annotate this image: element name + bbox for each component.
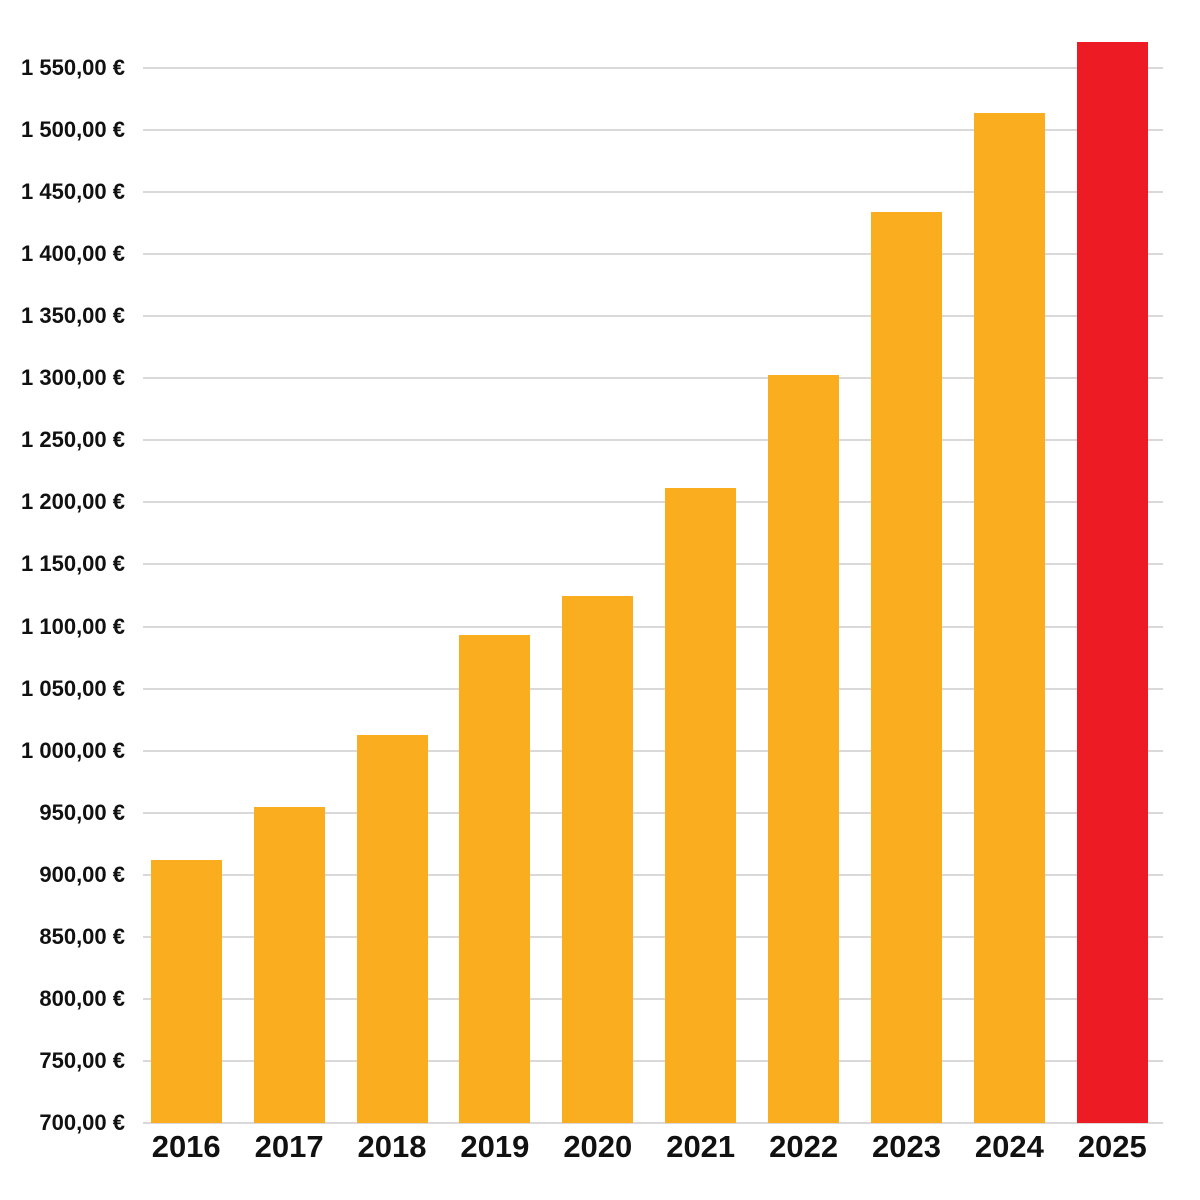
x-axis-tick-label: 2016: [151, 1129, 221, 1164]
gridline: [143, 67, 1163, 69]
bar-2021: [665, 487, 737, 1123]
y-axis-tick-label: 1 200,00 €: [21, 489, 125, 515]
y-axis-tick-label: 800,00 €: [39, 985, 125, 1011]
x-axis-tick-label: 2017: [254, 1129, 324, 1164]
x-axis-tick-label: 2018: [357, 1129, 427, 1164]
y-axis-tick-label: 1 050,00 €: [21, 675, 125, 701]
y-axis-tick-label: 1 250,00 €: [21, 427, 125, 453]
y-axis-tick-label: 1 350,00 €: [21, 303, 125, 329]
bar-2020: [562, 595, 634, 1123]
bar-2017: [253, 806, 325, 1123]
x-axis-tick-label: 2024: [974, 1129, 1044, 1164]
bar-2016: [150, 859, 222, 1123]
y-axis-tick-label: 1 150,00 €: [21, 551, 125, 577]
y-axis-tick-label: 1 450,00 €: [21, 179, 125, 205]
y-axis-tick-label: 700,00 €: [39, 1110, 125, 1135]
x-axis-tick-label: 2025: [1077, 1129, 1147, 1164]
x-axis-tick-label: 2020: [563, 1129, 633, 1164]
bar-2024: [973, 112, 1045, 1123]
bar-2019: [459, 635, 531, 1123]
y-axis-tick-label: 900,00 €: [39, 861, 125, 887]
x-axis-tick-label: 2021: [666, 1129, 736, 1164]
y-axis-tick-label: 1 550,00 €: [21, 55, 125, 80]
y-axis-tick-label: 850,00 €: [39, 923, 125, 949]
bar-2018: [356, 734, 428, 1123]
bar-2025: [1076, 41, 1148, 1123]
y-axis-tick-label: 950,00 €: [39, 799, 125, 825]
y-axis-tick-label: 1 500,00 €: [21, 117, 125, 143]
y-axis-tick-label: 1 300,00 €: [21, 365, 125, 391]
y-axis-tick-label: 750,00 €: [39, 1047, 125, 1073]
y-axis-tick-label: 1 400,00 €: [21, 241, 125, 267]
y-axis-tick-label: 1 000,00 €: [21, 737, 125, 763]
bar-2022: [768, 374, 840, 1123]
bar-2023: [871, 212, 942, 1123]
x-axis-tick-label: 2019: [460, 1129, 530, 1164]
x-axis-tick-label: 2022: [769, 1129, 839, 1164]
x-axis-tick-label: 2023: [872, 1129, 941, 1164]
y-axis-tick-label: 1 100,00 €: [21, 613, 125, 639]
